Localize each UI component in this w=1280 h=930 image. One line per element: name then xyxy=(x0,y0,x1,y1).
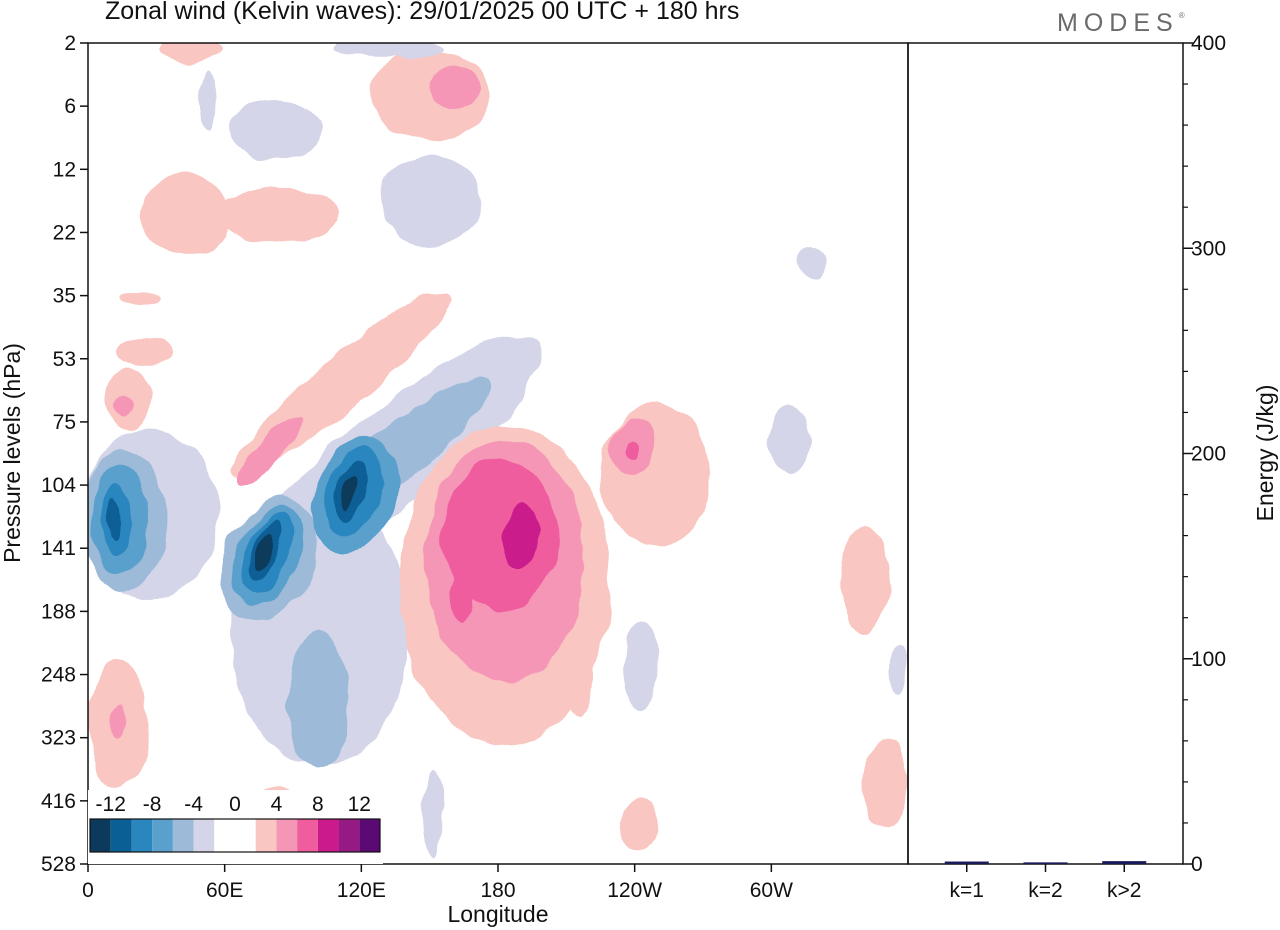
contour-pos-16 xyxy=(452,535,472,625)
colorbar-swatch xyxy=(214,819,235,852)
colorbar-label: 0 xyxy=(229,793,241,816)
energy-category-label: k=1 xyxy=(950,879,984,902)
colorbar-swatch xyxy=(193,819,215,852)
colorbar-swatch xyxy=(172,819,194,852)
pressure-tick-label: 141 xyxy=(41,537,76,560)
longitude-tick-label: 60E xyxy=(206,879,243,902)
colorbar-swatch xyxy=(338,819,360,852)
contour-neg-2 xyxy=(380,155,480,245)
colorbar-swatch xyxy=(317,819,339,852)
energy-panel-frame xyxy=(907,42,1184,865)
contour-neg-3 xyxy=(335,43,445,58)
energy-tick-label: 300 xyxy=(1191,237,1226,260)
longitude-tick-label: 60W xyxy=(750,879,793,902)
contour-pos-20 xyxy=(566,635,594,715)
energy-category-label: k=2 xyxy=(1028,879,1062,902)
contour-pos-19 xyxy=(626,442,638,458)
longitude-tick-label: 0 xyxy=(82,879,94,902)
pressure-tick-label: 188 xyxy=(41,600,76,623)
pressure-tick-label: 12 xyxy=(53,158,76,181)
colorbar-label: -4 xyxy=(184,793,203,816)
contour-neg-24 xyxy=(622,620,658,710)
contour-neg-25 xyxy=(770,405,810,475)
colorbar-label: -12 xyxy=(96,793,126,816)
colorbar: -12 -8 -4 0 4 8 12 xyxy=(88,790,383,864)
pressure-tick-label: 6 xyxy=(64,95,76,118)
colorbar-swatch xyxy=(152,819,173,852)
contour-pos-22 xyxy=(863,740,907,830)
colorbar-swatch xyxy=(359,819,380,852)
pressure-tick-label: 53 xyxy=(53,348,76,371)
y-axis-title: Pressure levels (hPa) xyxy=(0,343,25,563)
colorbar-label: -8 xyxy=(143,793,162,816)
contour-pos-24 xyxy=(112,704,128,740)
energy-tick-label: 0 xyxy=(1191,853,1203,876)
longitude-tick-label: 180 xyxy=(480,879,515,902)
pressure-tick-label: 248 xyxy=(41,664,76,687)
contour-pos-5 xyxy=(140,175,230,255)
contour-neg-4 xyxy=(798,244,826,280)
pressure-axis: 2 6 12 22 35 53 75 104 141 188 248 323 416 528 xyxy=(41,32,88,876)
colorbar-swatch xyxy=(235,819,256,852)
colorbar-swatch xyxy=(276,819,298,852)
contour-pos-2 xyxy=(430,66,480,110)
contour-neg-19 xyxy=(253,535,275,573)
contour-plot xyxy=(87,42,909,865)
energy-category-label: k>2 xyxy=(1107,879,1141,902)
contour-pos-17 xyxy=(600,405,710,545)
contour-neg-27 xyxy=(422,770,442,860)
contour-pos-11 xyxy=(238,415,302,485)
contour-fills xyxy=(88,43,908,864)
colorbar-swatch xyxy=(255,819,277,852)
contour-pos-21 xyxy=(840,525,890,635)
energy-bar xyxy=(1023,862,1068,864)
brand-text: MODES xyxy=(1057,9,1179,37)
brand-logo: MODES® xyxy=(1057,9,1185,38)
energy-panel: 0 100 200 300 400 k=1 k=2 k>2 Energy (J/kg) xyxy=(907,32,1278,902)
energy-tick-label: 100 xyxy=(1191,648,1226,671)
registered-mark-icon: ® xyxy=(1178,11,1185,20)
contour-pos-9 xyxy=(120,290,160,306)
contour-neg-26 xyxy=(888,645,908,695)
longitude-tick-label: 120W xyxy=(607,879,662,902)
pressure-tick-label: 2 xyxy=(64,32,76,55)
contour-neg-23 xyxy=(340,475,360,509)
page-title: Zonal wind (Kelvin waves): 29/01/2025 00… xyxy=(105,0,740,25)
pressure-tick-label: 416 xyxy=(41,790,76,813)
contour-pos-15 xyxy=(502,503,538,567)
x-axis-title: Longitude xyxy=(447,901,548,927)
pressure-tick-label: 104 xyxy=(41,474,76,497)
pressure-tick-label: 528 xyxy=(41,853,76,876)
contour-pos-6 xyxy=(117,338,173,366)
energy-tick-label: 400 xyxy=(1191,32,1226,55)
longitude-axis: 0 60E 120E 180 120W 60W xyxy=(82,864,793,902)
contour-pos-26 xyxy=(620,800,660,850)
contour-pos-4 xyxy=(220,187,340,243)
colorbar-label: 12 xyxy=(348,793,371,816)
colorbar-frame xyxy=(89,818,381,853)
pressure-tick-label: 35 xyxy=(53,285,76,308)
longitude-tick-label: 120E xyxy=(337,879,386,902)
contour-pos-3 xyxy=(160,43,220,62)
energy-bar xyxy=(944,861,989,864)
energy-axis-title: Energy (J/kg) xyxy=(1252,385,1278,522)
contour-neg-14 xyxy=(288,630,348,770)
colorbar-swatch xyxy=(131,819,153,852)
colorbar-swatch xyxy=(110,819,132,852)
pressure-tick-label: 323 xyxy=(41,727,76,750)
energy-tick-label: 200 xyxy=(1191,443,1226,466)
pressure-tick-label: 75 xyxy=(53,411,76,434)
contour-neg-12 xyxy=(106,498,120,542)
contour-neg-5 xyxy=(198,72,216,128)
colorbar-swatch xyxy=(90,819,111,852)
colorbar-label: 4 xyxy=(271,793,283,816)
energy-bar xyxy=(1102,861,1147,864)
pressure-tick-label: 22 xyxy=(53,221,76,244)
colorbar-swatch xyxy=(297,819,318,852)
contour-pos-8 xyxy=(116,396,134,420)
colorbar-label: 8 xyxy=(312,793,324,816)
contour-neg-1 xyxy=(230,100,320,160)
